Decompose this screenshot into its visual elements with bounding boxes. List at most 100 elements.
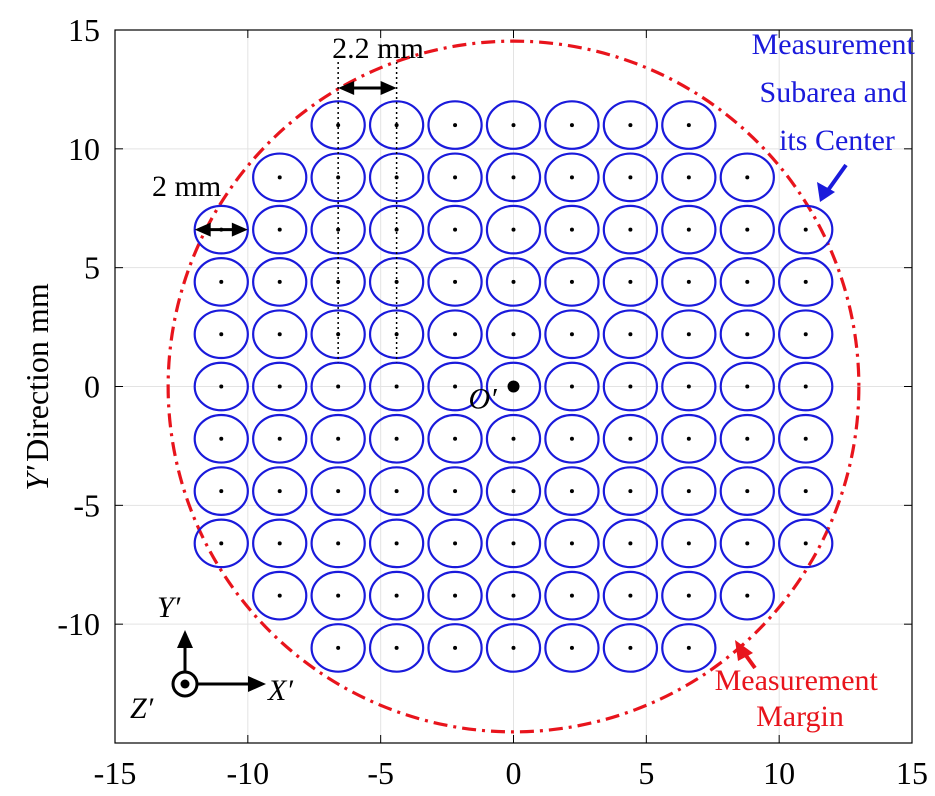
- subarea-circle: [602, 361, 659, 412]
- subarea-circle: [193, 309, 249, 360]
- subarea-circle: [310, 361, 366, 412]
- subarea-circle: [310, 623, 366, 673]
- subarea-center: [394, 436, 399, 441]
- subarea-circle: [719, 361, 775, 412]
- subarea-center: [569, 175, 574, 180]
- subarea-circle: [661, 152, 717, 203]
- subarea-circle: [252, 570, 308, 621]
- subarea-center: [628, 436, 633, 441]
- x-tick-label: 0: [506, 755, 522, 791]
- subarea-center: [628, 489, 633, 494]
- subarea-circle: [427, 466, 483, 516]
- x-tick-label: -10: [227, 755, 270, 791]
- subarea-circle: [427, 623, 483, 673]
- subarea-center: [336, 489, 341, 494]
- subarea-center: [745, 332, 750, 337]
- frame-z-label: Z′: [130, 692, 154, 725]
- subarea-circle: [602, 623, 659, 673]
- diameter-arrow-head-left: [194, 222, 211, 237]
- subarea-circle: [427, 204, 483, 255]
- subarea-center: [686, 279, 691, 284]
- y-tick-label: 10: [68, 131, 100, 167]
- subarea-circle: [661, 518, 717, 569]
- y-tick-label: -5: [73, 487, 100, 523]
- subarea-circle: [544, 466, 600, 516]
- subarea-circle: [252, 152, 308, 203]
- subarea-circle: [661, 361, 717, 412]
- subarea-circle: [544, 100, 600, 150]
- x-tick-label: 15: [896, 755, 928, 791]
- subarea-circle: [485, 100, 542, 150]
- subarea-center: [803, 384, 808, 389]
- subarea-center: [453, 489, 458, 494]
- subarea-circle: [544, 361, 600, 412]
- subarea-center: [511, 593, 516, 598]
- subarea-circle: [368, 466, 425, 516]
- subarea-center: [453, 332, 458, 337]
- subarea-center: [336, 436, 341, 441]
- subarea-center: [686, 593, 691, 598]
- subarea-circle: [719, 466, 775, 516]
- subarea-circle: [310, 413, 366, 464]
- subarea-center: [686, 123, 691, 128]
- subarea-circle: [427, 257, 483, 307]
- subarea-circle: [252, 413, 308, 464]
- subarea-circle: [719, 570, 775, 621]
- subarea-center: [745, 279, 750, 284]
- subarea-center: [277, 489, 282, 494]
- subarea-center: [686, 436, 691, 441]
- subarea-circle: [485, 413, 542, 464]
- tick-marks: [115, 30, 912, 743]
- subarea-circle: [193, 257, 249, 307]
- subarea-circle: [661, 570, 717, 621]
- subarea-circle: [602, 204, 659, 255]
- subarea-center: [394, 593, 399, 598]
- subarea-center: [511, 227, 516, 232]
- subarea-center: [453, 123, 458, 128]
- subarea-circle: [778, 309, 834, 360]
- origin-point: [507, 380, 520, 393]
- subarea-circle: [310, 466, 366, 516]
- subarea-center: [453, 645, 458, 650]
- subarea-center: [394, 489, 399, 494]
- subarea-center: [569, 436, 574, 441]
- subarea-circle: [252, 309, 308, 360]
- subarea-circle: [602, 257, 659, 307]
- subarea-circle: [661, 413, 717, 464]
- pitch-annotation: [337, 62, 398, 363]
- subarea-circle: [427, 152, 483, 203]
- subarea-circle: [368, 361, 425, 412]
- subarea-circle: [368, 570, 425, 621]
- subarea-center: [569, 227, 574, 232]
- diameter-label: 2 mm: [152, 170, 221, 203]
- subarea-circle: [193, 413, 249, 464]
- subarea-center: [277, 384, 282, 389]
- subarea-circle: [193, 361, 249, 412]
- margin-label-line2: Margin: [756, 700, 844, 733]
- subarea-circle: [778, 257, 834, 307]
- subarea-circle: [485, 570, 542, 621]
- y-axis-title-var: Y′: [19, 465, 55, 491]
- subarea-circle: [661, 257, 717, 307]
- subarea-center: [277, 541, 282, 546]
- x-tick-label: 5: [638, 755, 654, 791]
- subarea-center: [277, 593, 282, 598]
- subarea-label-line1: Measurement: [752, 28, 916, 61]
- subarea-circle: [193, 518, 249, 569]
- subarea-center: [628, 541, 633, 546]
- x-tick-labels: -15 -10 -5 0 5 10 15: [94, 755, 928, 791]
- subarea-circle: [485, 309, 542, 360]
- subarea-center: [745, 593, 750, 598]
- subarea-circle: [544, 309, 600, 360]
- subarea-center: [803, 489, 808, 494]
- subarea-center: [453, 279, 458, 284]
- subarea-circle: [661, 623, 717, 673]
- subarea-center: [628, 332, 633, 337]
- subarea-circle: [602, 152, 659, 203]
- subarea-center: [394, 227, 399, 232]
- subarea-center: [511, 123, 516, 128]
- subarea-center: [569, 279, 574, 284]
- subarea-circle: [252, 466, 308, 516]
- subarea-circle: [661, 466, 717, 516]
- subarea-center: [277, 227, 282, 232]
